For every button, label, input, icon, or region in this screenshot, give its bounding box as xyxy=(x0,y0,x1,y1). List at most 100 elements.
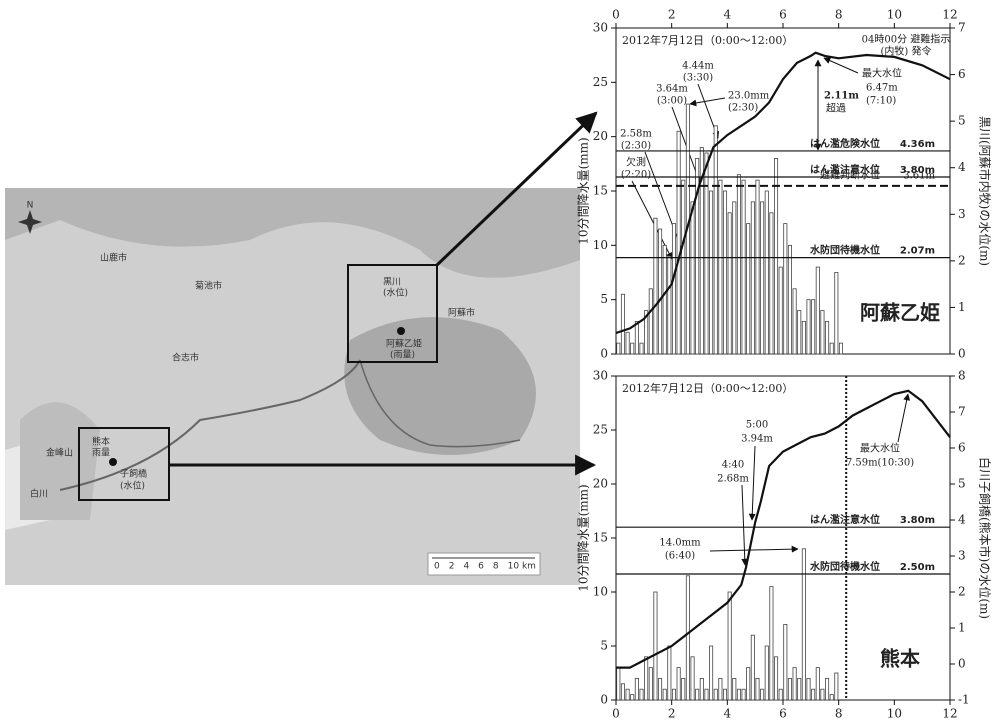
bar xyxy=(691,657,694,700)
station-name: 熊本 xyxy=(880,647,920,671)
bar xyxy=(751,202,754,354)
y-tick-label: 10 xyxy=(593,238,608,252)
annotation: (2:30) xyxy=(728,103,758,114)
bar xyxy=(709,646,712,700)
map-label: 雨量 xyxy=(92,448,110,459)
annotation: 欠測 xyxy=(626,156,646,169)
y2-tick-label: 7 xyxy=(958,21,966,35)
bar xyxy=(728,592,731,700)
y2-tick-label: 6 xyxy=(958,67,966,81)
x-tick-label: 10 xyxy=(887,707,902,721)
bar xyxy=(830,695,833,700)
x-tick-label: 8 xyxy=(835,707,843,721)
bar xyxy=(719,180,722,354)
level-label: 水防団待機水位 xyxy=(809,244,880,257)
bar xyxy=(654,592,657,700)
x-tick-label: 6 xyxy=(779,8,787,22)
annotation: 最大水位 xyxy=(860,442,900,455)
map-label: 阿蘇乙姫 xyxy=(386,338,422,350)
y-tick-label: 10 xyxy=(593,585,608,599)
annotation: (3:00) xyxy=(657,96,687,107)
map: N xyxy=(5,188,580,585)
bar xyxy=(672,689,675,700)
y2-axis-label: 白川子飼橋(熊本市)の水位(m) xyxy=(978,457,993,619)
bar xyxy=(747,668,750,700)
map-label: 阿蘇市 xyxy=(448,307,475,319)
bar xyxy=(649,289,652,354)
bar xyxy=(733,202,736,354)
bar xyxy=(709,191,712,354)
y-tick-label: 30 xyxy=(593,21,608,35)
bar xyxy=(835,673,838,700)
level-value: 4.36m xyxy=(900,139,935,150)
annotation: 04時00分 避難指示 xyxy=(862,33,951,46)
bar xyxy=(686,576,689,700)
x-tick-label: 8 xyxy=(835,8,843,22)
x-tick-label: 0 xyxy=(612,8,620,22)
bar xyxy=(830,343,833,354)
bar xyxy=(784,224,787,354)
bar xyxy=(774,657,777,700)
bar xyxy=(802,321,805,354)
bar xyxy=(770,213,773,354)
bar xyxy=(621,294,624,354)
annotation: 3.64m xyxy=(656,84,688,95)
bar xyxy=(635,321,638,354)
bar xyxy=(728,213,731,354)
bar xyxy=(779,267,782,354)
bar xyxy=(640,689,643,700)
bar xyxy=(719,678,722,700)
y2-tick-label: 2 xyxy=(958,253,966,267)
bar xyxy=(617,343,620,354)
y2-tick-label: 3 xyxy=(958,549,966,563)
bar xyxy=(812,689,815,700)
annotation: (7:10) xyxy=(866,96,896,107)
bar xyxy=(793,289,796,354)
y-tick-label: 25 xyxy=(593,75,608,89)
chart-title: 2012年7月12日（0:00～12:00） xyxy=(622,33,793,47)
bar xyxy=(626,689,629,700)
bar xyxy=(691,202,694,354)
bar xyxy=(812,300,815,354)
annotation: 14.0mm xyxy=(659,538,701,549)
bar xyxy=(825,321,828,354)
y-tick-label: 15 xyxy=(593,531,608,545)
bar xyxy=(658,229,661,354)
annotation: 3.94m xyxy=(741,434,773,445)
annotation: 2.11m xyxy=(824,91,859,102)
bar xyxy=(658,678,661,700)
bar xyxy=(821,689,824,700)
level-value: 3.80m xyxy=(900,515,935,526)
map-label: 黒川 xyxy=(383,277,401,288)
x-tick-label: 2 xyxy=(668,8,676,22)
y-tick-label: 0 xyxy=(600,347,608,361)
bar xyxy=(617,668,620,700)
bar xyxy=(737,175,740,354)
bar xyxy=(788,245,791,354)
bar xyxy=(761,202,764,354)
x-tick-label: 4 xyxy=(724,8,732,22)
bar xyxy=(723,191,726,354)
bar xyxy=(751,635,754,700)
bar xyxy=(635,678,638,700)
annotation: 5:00 xyxy=(746,420,768,431)
annotation: 23.0mm xyxy=(728,91,770,102)
level-label: はん濫危険水位 xyxy=(810,137,880,150)
x-tick-label: 4 xyxy=(724,707,732,721)
map-label: (雨量) xyxy=(390,350,415,361)
map-label: (水位) xyxy=(120,480,145,492)
y-tick-label: 30 xyxy=(593,369,608,383)
y2-tick-label: 1 xyxy=(958,621,966,635)
y2-tick-label: 6 xyxy=(958,441,966,455)
bar xyxy=(663,689,666,700)
bar xyxy=(626,332,629,354)
x-tick-label: 0 xyxy=(612,707,620,721)
level-label: 水防団待機水位 xyxy=(809,560,880,573)
level-label: はん濫注意水位 xyxy=(810,163,880,176)
bar xyxy=(839,343,842,354)
y-axis-label: 10分間降水量(mm) xyxy=(577,484,591,591)
bar xyxy=(723,689,726,700)
annotation: 最大水位 xyxy=(862,67,902,80)
